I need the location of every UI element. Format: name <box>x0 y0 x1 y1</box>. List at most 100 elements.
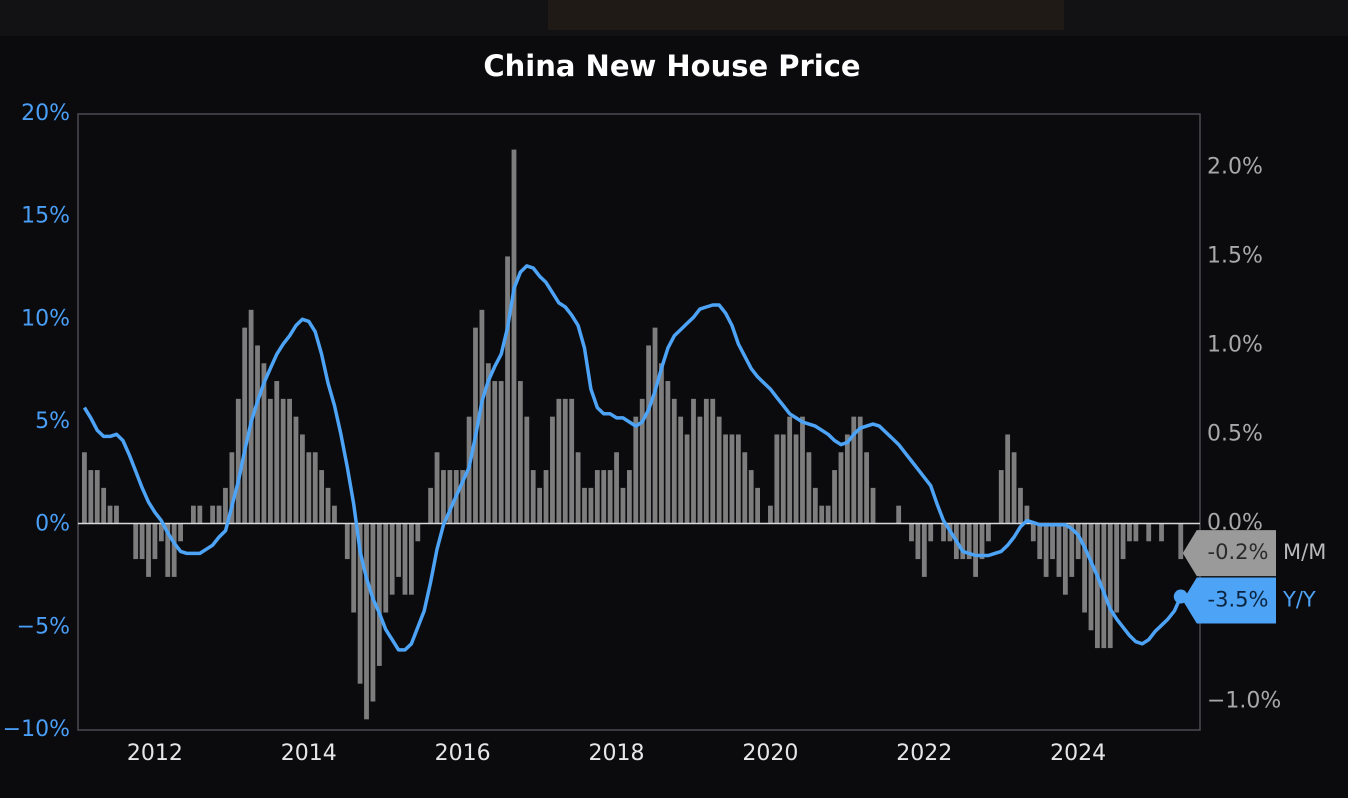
bar <box>1114 523 1120 613</box>
bar <box>505 256 510 524</box>
bar <box>665 381 671 524</box>
y-tick-label: −5% <box>17 614 70 639</box>
end-label: -3.5% <box>1208 588 1269 612</box>
bar <box>216 505 222 524</box>
top-banner <box>548 0 1064 30</box>
bar <box>152 523 158 560</box>
bar <box>812 487 818 524</box>
bar <box>344 523 350 560</box>
bar <box>671 398 677 524</box>
x-tick-label: 2016 <box>435 741 491 766</box>
bar <box>280 398 286 524</box>
bar <box>550 416 555 524</box>
end-tag <box>1182 530 1276 577</box>
y-tick-label: 0% <box>35 512 70 537</box>
bar <box>178 523 183 542</box>
y-tick-label: 5% <box>35 409 70 434</box>
bar <box>242 327 248 524</box>
bar <box>915 523 921 560</box>
bar <box>1056 523 1062 577</box>
bar <box>825 505 831 524</box>
bar <box>287 398 292 524</box>
bar <box>793 434 799 524</box>
bar <box>857 416 863 524</box>
bar <box>396 523 401 577</box>
bar <box>787 416 793 524</box>
bar <box>223 487 228 524</box>
bar <box>966 523 972 560</box>
x-tick-label: 2020 <box>742 741 798 766</box>
bar <box>537 487 543 524</box>
bar <box>652 327 658 524</box>
bar <box>492 381 498 524</box>
x-tick-label: 2018 <box>589 741 645 766</box>
x-tick-label: 2024 <box>1050 741 1106 766</box>
bar <box>921 523 927 577</box>
bar <box>517 381 523 524</box>
bar <box>1095 523 1100 649</box>
x-tick-label: 2014 <box>281 741 337 766</box>
bar <box>370 523 376 702</box>
bar <box>1050 523 1055 560</box>
bar <box>82 452 87 524</box>
bar <box>684 434 690 524</box>
bar <box>325 487 331 524</box>
bar <box>94 470 100 524</box>
bar <box>703 398 709 524</box>
bar <box>780 434 786 524</box>
bar <box>447 470 453 524</box>
bar <box>716 416 722 524</box>
bar <box>748 470 754 524</box>
bar <box>1075 523 1081 560</box>
y2-tick-label: 0.5% <box>1207 421 1263 446</box>
bar <box>107 505 113 524</box>
bar <box>274 381 280 524</box>
bar <box>806 452 812 524</box>
bar <box>114 505 119 524</box>
bar <box>1011 452 1017 524</box>
bar <box>158 523 164 542</box>
bar <box>210 505 216 524</box>
bar <box>1005 434 1011 524</box>
bar <box>441 470 446 524</box>
bar <box>197 505 203 524</box>
y-tick-label: 20% <box>21 101 70 126</box>
bar <box>485 363 491 524</box>
bar <box>832 470 837 524</box>
bar <box>332 505 337 524</box>
bar <box>364 523 369 720</box>
bar <box>383 523 389 613</box>
bar <box>428 487 434 524</box>
bar <box>941 523 946 542</box>
bar <box>165 523 171 577</box>
bar <box>556 398 562 524</box>
bar <box>639 398 645 524</box>
bar <box>614 452 619 524</box>
bar <box>998 470 1004 524</box>
bar <box>1107 523 1113 649</box>
bar <box>659 363 664 524</box>
bar <box>133 523 139 560</box>
bar <box>973 523 978 577</box>
bar <box>255 345 260 524</box>
bar <box>171 523 177 577</box>
bar <box>626 470 632 524</box>
bar <box>261 363 267 524</box>
bar <box>293 416 299 524</box>
bar <box>729 434 735 524</box>
bar <box>1037 523 1043 560</box>
end-label: -0.2% <box>1208 540 1269 564</box>
end-tag <box>1182 577 1276 624</box>
chart-title: China New House Price <box>483 49 860 83</box>
bar <box>460 470 466 524</box>
line <box>82 264 1183 652</box>
bar <box>408 523 414 595</box>
legend-label: Y/Y <box>1282 588 1316 612</box>
bar <box>575 452 581 524</box>
bar <box>1088 523 1094 631</box>
bar <box>357 523 363 684</box>
bar <box>633 416 639 524</box>
bar <box>960 523 966 560</box>
bar <box>473 327 478 524</box>
